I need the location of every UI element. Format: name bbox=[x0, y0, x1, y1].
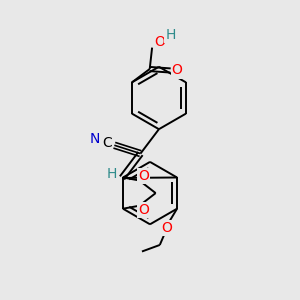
Text: H: H bbox=[106, 167, 117, 182]
Text: O: O bbox=[155, 35, 166, 49]
Text: O: O bbox=[172, 64, 182, 77]
Text: O: O bbox=[138, 203, 149, 217]
Text: O: O bbox=[138, 169, 149, 183]
Text: N: N bbox=[90, 132, 100, 146]
Text: C: C bbox=[102, 136, 112, 150]
Text: O: O bbox=[161, 221, 172, 235]
Text: H: H bbox=[165, 28, 176, 42]
